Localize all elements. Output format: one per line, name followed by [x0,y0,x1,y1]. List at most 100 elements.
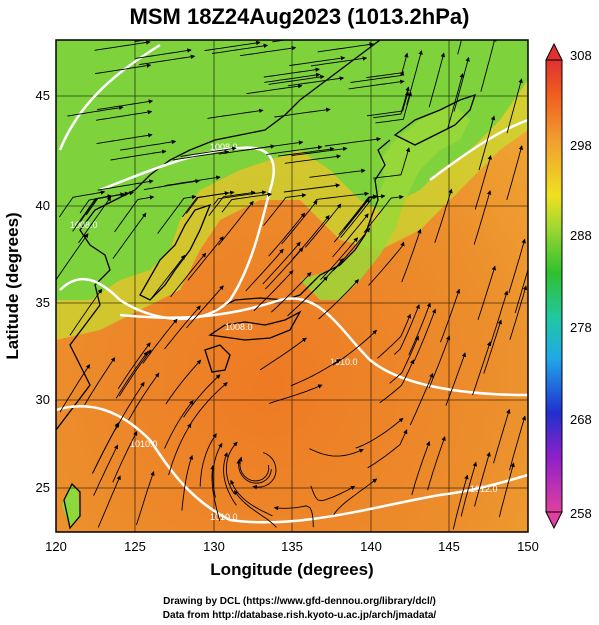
y-tick-label: 40 [36,198,50,213]
colorbar-bottom-cap [545,511,563,530]
streamline [185,190,235,214]
streamline [114,195,155,233]
plot-area: 1008.0 1008.0 1008.0 1010.0 1010.0 1010.… [56,40,528,532]
streamline [411,440,431,496]
streamline [91,423,119,474]
streamline [218,200,254,246]
streamline [310,56,368,67]
credit-data-source: Data from http://database.rish.kyoto-u.a… [162,610,437,621]
colorbar-scale [545,59,563,513]
streamline [264,72,321,83]
japan-green-region [300,105,470,300]
wind-streamlines [56,40,528,530]
streamline [186,285,224,329]
streamline [223,452,237,506]
streamline [133,40,140,41]
streamline [97,99,154,111]
streamline [97,475,121,528]
streamline [168,423,192,476]
streamline [84,357,116,406]
streamline [474,154,492,210]
coastlines [56,40,477,530]
streamline [317,42,374,53]
streamline [284,154,342,164]
streamline [447,73,464,128]
streamline [120,139,177,151]
streamline [289,55,346,67]
streamline [135,48,192,59]
streamline [233,490,277,528]
streamline [150,254,186,300]
streamline [506,78,523,134]
colorbar-tick-label: 308 [570,48,592,63]
streamline [117,342,151,390]
streamline [428,335,451,389]
streamline [110,149,167,161]
streamline [366,52,409,79]
colorbar-tick-label: 258 [570,506,592,521]
streamline [377,313,411,359]
streamline [478,115,496,171]
x-axis: 120 125 130 135 140 145 150 Longitude (d… [45,539,539,579]
streamline [310,485,356,502]
streamline [213,190,267,206]
y-tick-label: 45 [36,88,50,103]
streamline [493,408,511,464]
streamline [375,91,413,124]
streamline [263,67,320,78]
streamline [266,145,323,155]
streamline [373,147,411,179]
streamline [221,192,273,213]
streamline [489,290,509,345]
streamline [268,212,306,257]
streamline [309,448,364,457]
streamline [112,431,138,483]
streamline [135,470,155,526]
streamline [262,241,301,285]
streamline [304,203,342,248]
x-tick-label: 135 [281,539,303,554]
streamline [97,179,154,191]
streamline [164,400,194,449]
streamline [434,188,453,243]
streamline [69,288,103,336]
streamline [291,146,348,157]
isobars [56,43,528,524]
streamline [115,351,148,399]
streamline [59,363,91,413]
streamline [273,505,314,528]
svg-text:1010.0: 1010.0 [130,439,158,449]
colorbar: 308 298 288 278 268 258 [545,42,592,530]
streamline [58,190,106,218]
streamline [509,285,528,340]
land-temperature-field-north [56,40,528,300]
streamline [457,40,462,55]
streamline [230,479,273,517]
streamline [333,478,378,515]
streamline [157,194,197,234]
streamline [94,40,151,51]
streamline [439,288,461,343]
streamline [187,236,224,281]
streamline [93,444,119,496]
streamline [181,454,194,511]
y-tick-label: 35 [36,295,50,310]
streamline [281,200,318,245]
streamline [189,382,228,425]
streamline [408,302,431,356]
streamline [333,197,370,243]
streamline [204,40,261,52]
streamline [460,461,478,517]
streamline [309,168,366,178]
streamline [67,105,124,117]
colorbar-tick-label: 278 [570,320,592,335]
streamline [318,279,360,320]
streamline [474,451,491,507]
x-tick-label: 150 [517,539,539,554]
streamline [483,319,503,374]
streamline [508,238,526,294]
x-tick-label: 145 [438,539,460,554]
streamline [477,265,497,320]
streamline [238,456,270,482]
streamline [472,341,492,396]
